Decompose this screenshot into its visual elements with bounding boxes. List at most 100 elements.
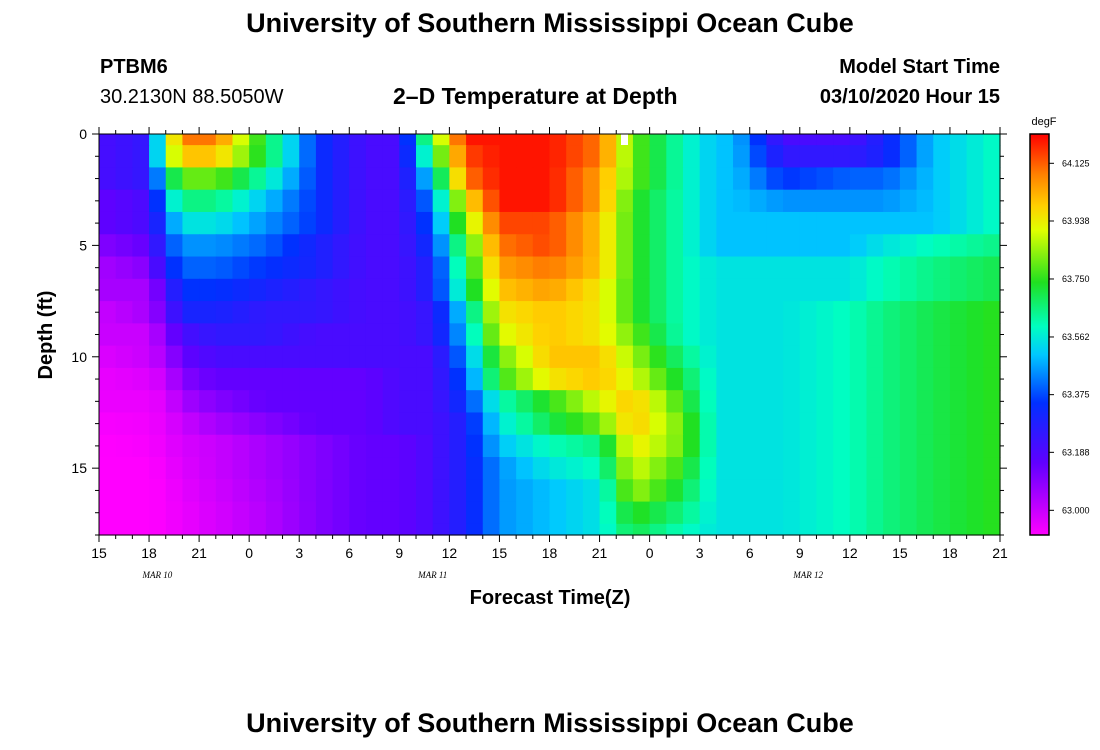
heatmap-cell (733, 390, 751, 414)
heatmap-cell (382, 234, 400, 258)
heatmap-cell (282, 323, 300, 347)
heatmap-cell (966, 234, 984, 258)
heatmap-cell (849, 134, 868, 146)
heatmap-cell (165, 501, 184, 525)
heatmap-cell (132, 479, 150, 503)
heatmap-cell (99, 278, 117, 302)
heatmap-cell (516, 434, 534, 458)
heatmap-cell (983, 523, 1001, 536)
heatmap-cell (99, 412, 117, 436)
heatmap-cell (449, 412, 467, 436)
page-title-bottom: University of Southern Mississippi Ocean… (246, 708, 854, 738)
heatmap-cell (699, 345, 717, 369)
heatmap-cell (182, 345, 200, 369)
heatmap-cell (215, 412, 234, 436)
x-tick-label: 18 (942, 545, 958, 561)
heatmap-cell (766, 457, 784, 480)
heatmap-cell (199, 345, 217, 369)
heatmap-cell (933, 301, 951, 324)
heatmap-cell (632, 211, 651, 235)
heatmap-cell (783, 256, 801, 280)
heatmap-cell (616, 256, 634, 280)
heatmap-cell (315, 323, 334, 347)
heatmap-cell (616, 323, 634, 347)
heatmap-cell (733, 234, 751, 258)
heatmap-cell (165, 434, 184, 458)
heatmap-cell (966, 412, 984, 436)
heatmap-cell (416, 278, 434, 302)
heatmap-cell (249, 167, 267, 191)
heatmap-cell (432, 256, 450, 280)
heatmap-cell (783, 367, 801, 391)
heatmap-cell (666, 479, 684, 503)
heatmap-cell (199, 412, 217, 436)
heatmap-cell (799, 501, 818, 525)
heatmap-cell (299, 167, 317, 191)
heatmap-cell (332, 167, 350, 191)
heatmap-cell (666, 367, 684, 391)
heatmap-cell (983, 501, 1001, 525)
heatmap-cell (699, 234, 717, 258)
heatmap-cell (215, 390, 234, 414)
heatmap-cell (682, 145, 701, 169)
heatmap-cell (416, 256, 434, 280)
heatmap-cell (716, 323, 734, 347)
heatmap-cell (799, 134, 818, 146)
heatmap-cell (332, 301, 350, 324)
heatmap-cell (849, 301, 868, 324)
heatmap-cell (983, 167, 1001, 191)
heatmap-cell (232, 234, 250, 258)
heatmap-cell (115, 479, 133, 503)
heatmap-cell (666, 301, 684, 324)
heatmap-cell (749, 145, 768, 169)
heatmap-cell (482, 301, 501, 324)
x-tick-label: 15 (892, 545, 908, 561)
heatmap-cell (699, 134, 717, 146)
heatmap-cell (399, 523, 417, 536)
heatmap-cell (115, 345, 133, 369)
heatmap-cell (132, 278, 150, 302)
heatmap-cell (916, 479, 934, 503)
heatmap-cell (783, 145, 801, 169)
heatmap-cell (432, 390, 450, 414)
heatmap-cell (549, 211, 567, 235)
heatmap-cell (899, 167, 918, 191)
heatmap-cell (349, 134, 367, 146)
heatmap-cell (666, 234, 684, 258)
heatmap-cell (549, 367, 567, 391)
heatmap-cell (532, 390, 551, 414)
heatmap-cell (916, 367, 934, 391)
heatmap-cell (616, 457, 634, 480)
heatmap-cell (783, 234, 801, 258)
heatmap-cell (332, 345, 350, 369)
heatmap-cell (382, 211, 400, 235)
heatmap-cell (299, 301, 317, 324)
heatmap-cell (883, 457, 901, 480)
heatmap-cell (983, 434, 1001, 458)
heatmap-cell (566, 167, 584, 191)
heatmap-cell (899, 412, 918, 436)
heatmap-cell (766, 390, 784, 414)
heatmap-cell (199, 134, 217, 146)
heatmap-cell (482, 145, 501, 169)
heatmap-cell (249, 234, 267, 258)
heatmap-cell (733, 523, 751, 536)
heatmap-cell (332, 278, 350, 302)
heatmap-cell (833, 390, 851, 414)
heatmap-cell (249, 278, 267, 302)
heatmap-cell (783, 523, 801, 536)
station-coordinates: 30.2130N 88.5050W (100, 86, 284, 108)
heatmap-cell (249, 434, 267, 458)
heatmap-cell (432, 345, 450, 369)
heatmap-cell (933, 278, 951, 302)
heatmap-cell (516, 390, 534, 414)
heatmap-cell (833, 345, 851, 369)
heatmap-cell (215, 167, 234, 191)
heatmap-cell (816, 501, 834, 525)
heatmap-cell (265, 412, 284, 436)
heatmap-cell (315, 301, 334, 324)
heatmap-cell (833, 256, 851, 280)
heatmap-cell (399, 457, 417, 480)
heatmap-cell (232, 479, 250, 503)
heatmap-cell (899, 457, 918, 480)
